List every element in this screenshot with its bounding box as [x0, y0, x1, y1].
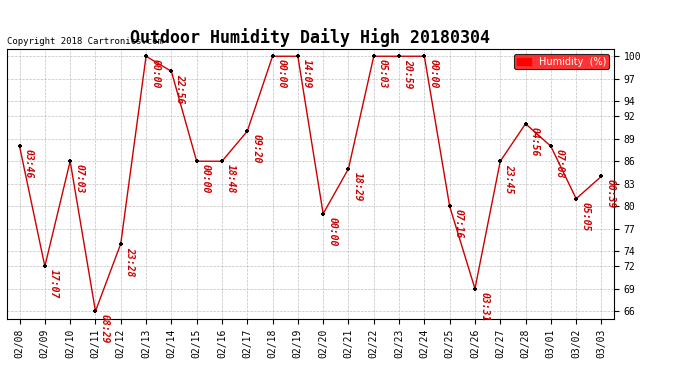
Point	[65, 158, 76, 164]
Text: 08:29: 08:29	[99, 314, 110, 344]
Point	[571, 196, 582, 202]
Text: 03:46: 03:46	[23, 149, 34, 178]
Point	[241, 128, 253, 134]
Text: 17:07: 17:07	[49, 269, 59, 298]
Text: 22:56: 22:56	[175, 74, 186, 104]
Point	[520, 121, 531, 127]
Text: 18:29: 18:29	[353, 171, 363, 201]
Text: 07:08: 07:08	[555, 149, 565, 178]
Text: 14:09: 14:09	[302, 59, 312, 88]
Point	[393, 53, 404, 59]
Point	[343, 166, 354, 172]
Point	[293, 53, 304, 59]
Text: 00:39: 00:39	[606, 179, 615, 209]
Point	[267, 53, 278, 59]
Point	[469, 286, 480, 292]
Point	[166, 68, 177, 74]
Text: 00:00: 00:00	[277, 59, 287, 88]
Text: 00:00: 00:00	[428, 59, 439, 88]
Text: 07:03: 07:03	[75, 164, 84, 194]
Text: 05:05: 05:05	[580, 201, 591, 231]
Text: 07:16: 07:16	[454, 209, 464, 238]
Title: Outdoor Humidity Daily High 20180304: Outdoor Humidity Daily High 20180304	[130, 28, 491, 47]
Point	[141, 53, 152, 59]
Text: 00:00: 00:00	[327, 216, 337, 246]
Point	[495, 158, 506, 164]
Text: Copyright 2018 Cartronics.com: Copyright 2018 Cartronics.com	[7, 37, 163, 46]
Text: 18:48: 18:48	[226, 164, 236, 194]
Legend: Humidity  (%): Humidity (%)	[513, 54, 609, 69]
Text: 23:45: 23:45	[504, 164, 515, 194]
Text: 03:31: 03:31	[479, 291, 489, 321]
Text: 04:56: 04:56	[530, 126, 540, 156]
Point	[90, 308, 101, 314]
Point	[368, 53, 380, 59]
Point	[317, 211, 328, 217]
Text: 00:00: 00:00	[150, 59, 160, 88]
Text: 20:59: 20:59	[403, 59, 413, 88]
Text: 09:20: 09:20	[251, 134, 262, 164]
Point	[14, 143, 25, 149]
Point	[217, 158, 228, 164]
Text: 23:28: 23:28	[125, 246, 135, 276]
Point	[115, 241, 126, 247]
Point	[545, 143, 556, 149]
Point	[419, 53, 430, 59]
Point	[596, 173, 607, 179]
Point	[39, 263, 50, 269]
Text: 00:00: 00:00	[201, 164, 211, 194]
Point	[444, 203, 455, 209]
Text: 05:03: 05:03	[378, 59, 388, 88]
Point	[191, 158, 202, 164]
